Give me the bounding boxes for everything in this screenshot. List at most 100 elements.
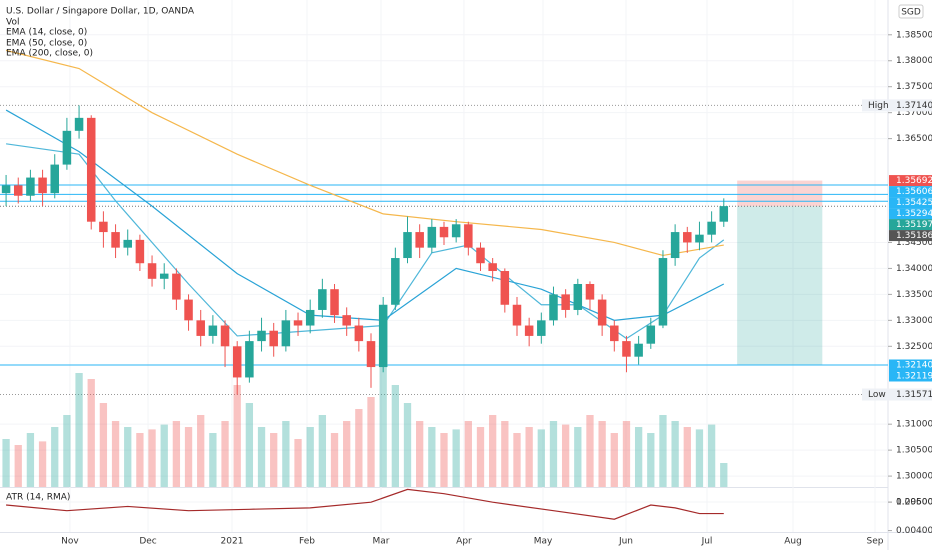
candle-body: [184, 299, 193, 321]
candle-body: [610, 325, 619, 342]
plot: [0, 0, 892, 532]
y-tick-label: 1.36500: [896, 134, 932, 144]
candle-body: [646, 325, 656, 344]
x-tick-label: Sep: [866, 537, 883, 547]
candle-body: [378, 304, 388, 368]
candle-body: [50, 164, 59, 194]
price-tag: [889, 175, 932, 187]
volume-bar: [26, 433, 35, 487]
volume-bar: [221, 421, 229, 487]
volume-bar: [87, 379, 95, 487]
volume-bar: [464, 421, 472, 487]
volume-bar: [330, 433, 339, 487]
volume-bar: [257, 427, 266, 487]
volume-bar: [148, 429, 156, 487]
y-tick-label: 1.37500: [896, 82, 932, 92]
volume-bar: [245, 403, 254, 487]
price-tag-label: 1.35294: [896, 209, 932, 219]
candle-body: [26, 177, 35, 196]
volume-bar: [525, 427, 533, 487]
candle-body: [585, 283, 595, 300]
candle-body: [257, 330, 266, 342]
volume-bar: [513, 433, 521, 487]
candle-body: [147, 263, 157, 279]
volume-bar: [63, 415, 71, 487]
candle-body: [622, 341, 631, 357]
candle-body: [464, 224, 473, 248]
volume-bar: [124, 427, 132, 487]
price-tag-label: 1.32140: [896, 360, 932, 370]
volume-bar: [416, 421, 424, 487]
volume-bar: [233, 385, 241, 487]
candle-body: [269, 330, 278, 347]
candle-body: [123, 239, 132, 248]
volume-bar: [51, 427, 59, 487]
volume-bar: [14, 445, 22, 487]
x-tick-label: 2021: [221, 537, 244, 547]
candle-body: [342, 315, 351, 326]
y-tick-label: 1.33000: [896, 316, 932, 326]
volume-bar: [306, 427, 314, 487]
candle-body: [62, 130, 72, 165]
candle-body: [658, 258, 668, 326]
price-tag: [889, 197, 932, 209]
currency-box: [898, 4, 924, 19]
x-tick-label: Jul: [701, 537, 713, 547]
candle-body: [74, 117, 84, 131]
volume-bar: [2, 439, 10, 487]
extreme-value: 1.31571: [896, 390, 932, 400]
indicator-label: EMA (50, close, 0): [6, 39, 87, 49]
candle-body: [159, 273, 169, 279]
volume-bar: [720, 463, 728, 487]
price-tag: [889, 219, 932, 231]
volume-bar: [610, 433, 618, 487]
overlay: U.S. Dollar / Singapore Dollar, 1D, OAND…: [6, 4, 932, 547]
candle-body: [439, 226, 449, 238]
volume-bar: [428, 427, 436, 487]
x-tick-label: Feb: [299, 537, 315, 547]
extreme-value: 1.37140: [896, 101, 932, 111]
volume-bar: [622, 421, 631, 487]
candle-body: [403, 232, 412, 259]
volume-bar: [586, 415, 594, 487]
candle-body: [135, 239, 145, 264]
y-tick-label: 1.38500: [896, 30, 932, 40]
atr-line: [6, 488, 724, 520]
volume-bar: [294, 439, 302, 487]
volume-bar: [561, 424, 570, 487]
candle-body: [232, 346, 242, 378]
volume-bar: [671, 421, 679, 487]
candle-body: [1, 185, 11, 194]
x-tick-label: Nov: [61, 537, 79, 547]
candle-body: [524, 325, 534, 336]
volume-bar: [160, 424, 168, 487]
volume-bar: [75, 373, 83, 487]
stop-zone: [737, 180, 823, 207]
x-tick-label: Apr: [456, 537, 472, 547]
extreme-tag: [862, 99, 932, 112]
candle-body: [330, 289, 339, 316]
volume-bar: [476, 427, 485, 487]
volume-bar: [367, 397, 375, 487]
x-tick-label: Dec: [139, 537, 156, 547]
candle-body: [281, 320, 291, 347]
candle-body: [99, 221, 108, 233]
candle-body: [670, 232, 680, 259]
atr-tick-label: 0.00600: [896, 498, 932, 508]
volume-bar: [574, 427, 582, 487]
candle-body: [695, 234, 704, 243]
candle-body: [366, 341, 376, 368]
volume-bar: [695, 429, 704, 487]
indicator-label: Vol: [6, 18, 19, 28]
currency: SGD: [901, 8, 921, 18]
candle-body: [561, 294, 570, 310]
volume-bar: [501, 421, 509, 487]
volume-bar: [452, 429, 460, 487]
atr-tick-label: 0.00400: [896, 526, 932, 536]
volume-bar: [184, 427, 193, 487]
candle-body: [488, 263, 497, 272]
volume-bar: [172, 421, 181, 487]
candle-body: [451, 224, 461, 238]
candle-body: [318, 289, 327, 310]
candle-body: [500, 271, 510, 305]
